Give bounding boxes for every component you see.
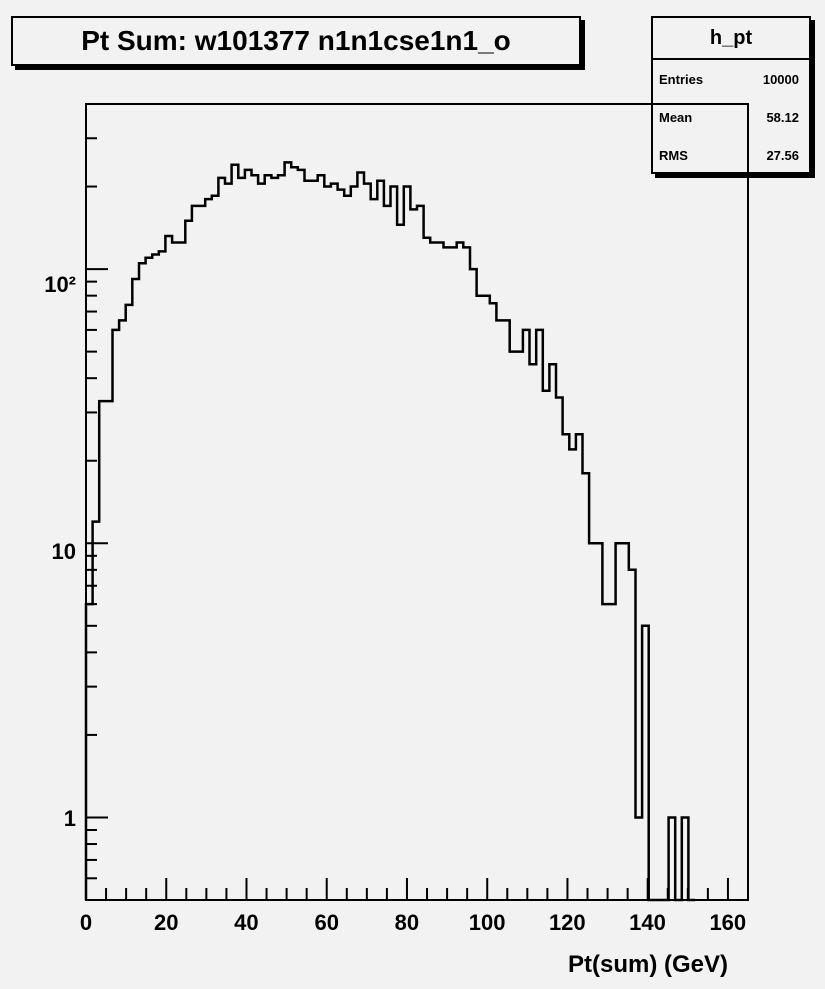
x-axis-title: Pt(sum) (GeV) bbox=[568, 951, 728, 978]
stats-box: h_pt Entries 10000 Mean 58.12 RMS 27.56 bbox=[651, 16, 811, 174]
x-tick-labels: 0 20 40 60 80 100 120 140 160 bbox=[80, 910, 746, 935]
stats-label: Mean bbox=[659, 109, 693, 125]
x-tick-label: 120 bbox=[549, 910, 586, 935]
stats-label: RMS bbox=[659, 147, 688, 163]
x-tick-label: 100 bbox=[469, 910, 506, 935]
x-tick-label: 0 bbox=[80, 910, 92, 935]
plot-frame bbox=[85, 103, 749, 901]
stats-value: 58.12 bbox=[766, 109, 799, 125]
stats-value: 27.56 bbox=[766, 147, 799, 163]
stats-label: Entries bbox=[659, 71, 704, 87]
stats-box-name: h_pt bbox=[653, 18, 809, 60]
x-tick-label: 80 bbox=[395, 910, 419, 935]
y-tick-label: 1 bbox=[64, 806, 76, 831]
histogram-step-line bbox=[84, 161, 695, 902]
y-tick-label: 10 bbox=[52, 539, 76, 564]
stats-row-rms: RMS 27.56 bbox=[653, 136, 809, 174]
chart-title-box: Pt Sum: w101377 n1n1cse1n1_o bbox=[11, 16, 581, 66]
y-tick-labels: 1 10 10² bbox=[44, 272, 76, 831]
x-tick-label: 140 bbox=[629, 910, 666, 935]
x-tick-label: 20 bbox=[154, 910, 178, 935]
stats-row-mean: Mean 58.12 bbox=[653, 98, 809, 136]
stats-value: 10000 bbox=[762, 71, 799, 87]
x-tick-label: 40 bbox=[234, 910, 258, 935]
y-axis-ticks bbox=[86, 103, 108, 901]
chart-title: Pt Sum: w101377 n1n1cse1n1_o bbox=[81, 25, 511, 56]
x-tick-label: 60 bbox=[314, 910, 338, 935]
y-tick-label: 10² bbox=[44, 272, 76, 297]
stats-row-entries: Entries 10000 bbox=[653, 60, 809, 98]
x-axis-ticks bbox=[85, 878, 729, 900]
x-tick-label: 160 bbox=[709, 910, 746, 935]
